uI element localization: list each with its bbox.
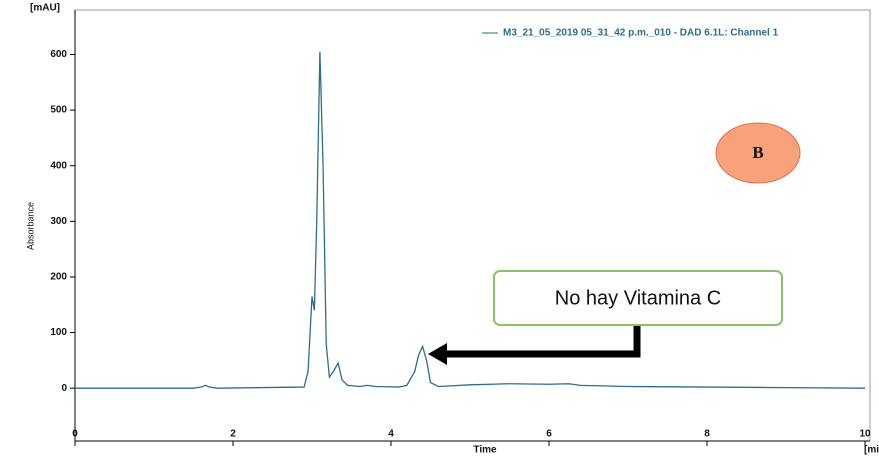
x-tick-label: 0: [72, 429, 78, 440]
arrow-line: [445, 325, 641, 358]
badge: [715, 122, 801, 184]
plot-frame: [74, 9, 871, 442]
y-tick-label: 400: [50, 160, 67, 171]
legend-label: M3_21_05_2019 05_31_42 p.m._010 - DAD 6.…: [503, 28, 779, 39]
y-tick-label: 300: [50, 216, 67, 227]
y-tick-label: 600: [50, 49, 67, 60]
x-tick-label: 8: [704, 429, 710, 440]
x-tick-label: 10: [859, 429, 871, 440]
annotation-text: No hay Vitamina C: [555, 287, 721, 309]
y-unit: [mAU]: [30, 3, 60, 14]
y-tick-label: 100: [50, 327, 67, 338]
arrow-head: [428, 343, 447, 365]
x-tick-label: 2: [230, 429, 236, 440]
y-tick-label: 0: [61, 383, 67, 394]
y-tick-label: 500: [50, 105, 67, 116]
annotation-box: [493, 270, 783, 326]
data-line: [75, 51, 866, 389]
x-label: Time: [473, 445, 497, 456]
y-label: Absorbance: [25, 202, 35, 250]
x-tick-label: 4: [388, 429, 394, 440]
badge-text: B: [752, 143, 763, 162]
x-unit: [mi: [864, 445, 879, 456]
x-tick-label: 6: [546, 429, 552, 440]
y-tick-label: 200: [50, 272, 67, 283]
